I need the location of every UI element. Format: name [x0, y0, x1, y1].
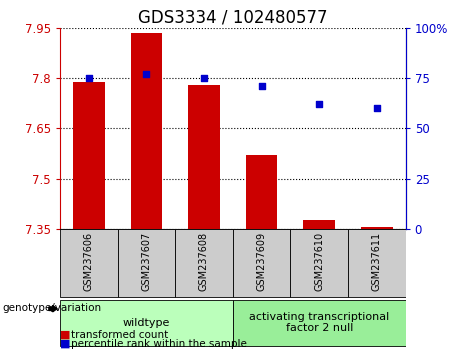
Bar — [233, 299, 406, 346]
Text: ■: ■ — [60, 330, 71, 339]
Text: ■: ■ — [60, 339, 71, 349]
Title: GDS3334 / 102480577: GDS3334 / 102480577 — [138, 9, 328, 27]
Bar — [73, 82, 105, 229]
Point — [142, 72, 150, 77]
Text: genotype/variation: genotype/variation — [2, 303, 101, 313]
Bar — [348, 229, 406, 297]
Bar — [246, 155, 278, 229]
Point — [315, 102, 323, 107]
Text: GSM237611: GSM237611 — [372, 232, 382, 291]
Point — [200, 75, 207, 81]
Text: GSM237610: GSM237610 — [314, 232, 324, 291]
Bar — [175, 229, 233, 297]
Text: wildtype: wildtype — [123, 318, 170, 328]
Bar — [188, 85, 220, 229]
Text: GSM237607: GSM237607 — [142, 232, 151, 291]
Bar — [233, 229, 290, 297]
Point — [258, 84, 266, 89]
Text: activating transcriptional
factor 2 null: activating transcriptional factor 2 null — [249, 312, 390, 333]
Bar — [303, 220, 335, 229]
Bar — [361, 227, 393, 229]
Bar — [290, 229, 348, 297]
Text: GSM237608: GSM237608 — [199, 232, 209, 291]
Text: transformed count: transformed count — [71, 330, 169, 339]
Text: GSM237606: GSM237606 — [84, 232, 94, 291]
Bar — [118, 229, 175, 297]
Text: percentile rank within the sample: percentile rank within the sample — [71, 339, 248, 349]
Text: GSM237609: GSM237609 — [257, 232, 266, 291]
Point — [373, 105, 381, 111]
Bar — [130, 33, 162, 229]
Point — [85, 75, 92, 81]
Bar — [60, 299, 233, 346]
Bar — [60, 229, 118, 297]
